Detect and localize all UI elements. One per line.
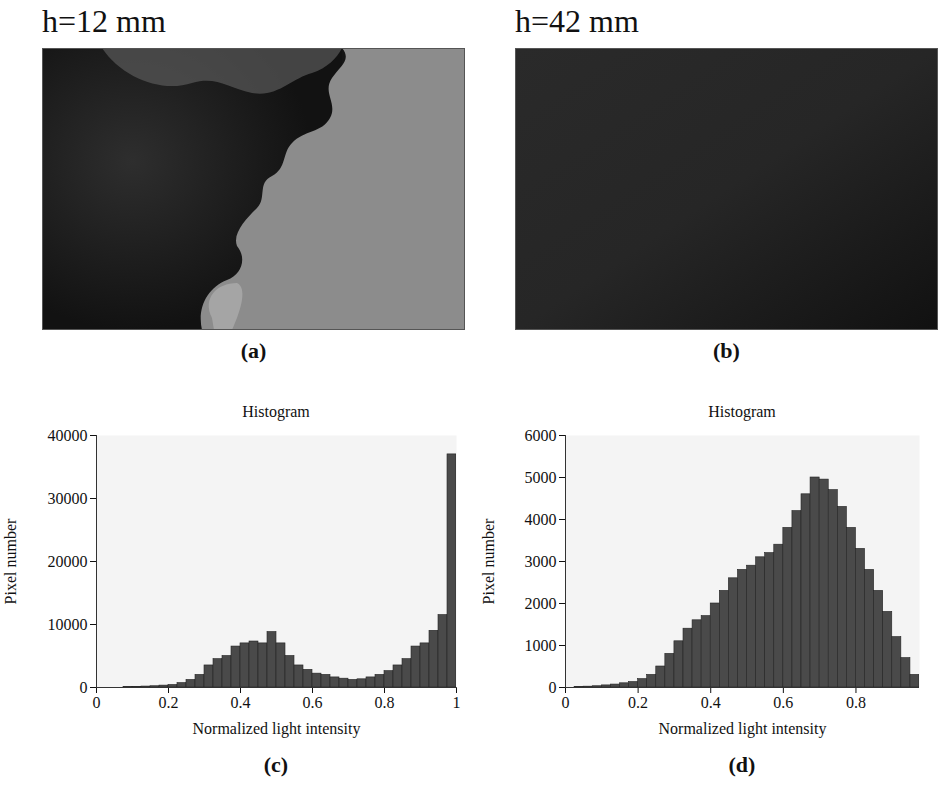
svg-text:0.8: 0.8	[846, 694, 866, 711]
html-text:Histogram: Histogram	[242, 403, 310, 420]
html-text:h=12 mm: h=12 mm	[42, 3, 166, 39]
svg-text:6000: 6000	[525, 427, 557, 444]
svg-text:1: 1	[453, 694, 461, 711]
svg-text:0: 0	[562, 694, 570, 711]
svg-text:2000: 2000	[525, 595, 557, 612]
html-text:h=42 mm: h=42 mm	[515, 3, 639, 39]
svg-text:4000: 4000	[525, 511, 557, 528]
svg-text:Normalized light intensity: Normalized light intensity	[193, 720, 361, 738]
svg-text:1000: 1000	[525, 637, 557, 654]
svg-text:0.2: 0.2	[628, 694, 648, 711]
html-text:Histogram: Histogram	[708, 403, 776, 420]
html-text:(d): (d)	[728, 752, 756, 777]
html-text:(a): (a)	[240, 338, 267, 363]
svg-text:0.2: 0.2	[159, 694, 179, 711]
svg-text:3000: 3000	[525, 553, 557, 570]
svg-text:0: 0	[549, 679, 557, 696]
svg-text:0: 0	[80, 679, 88, 696]
svg-text:Pixel number: Pixel number	[480, 518, 497, 604]
svg-text:0: 0	[93, 694, 101, 711]
svg-text:0.6: 0.6	[303, 694, 323, 711]
html-text:(c): (c)	[263, 752, 289, 777]
svg-text:0.4: 0.4	[231, 694, 251, 711]
svg-text:5000: 5000	[525, 469, 557, 486]
svg-text:Normalized light intensity: Normalized light intensity	[659, 720, 827, 738]
svg-text:20000: 20000	[48, 553, 88, 570]
svg-text:10000: 10000	[48, 616, 88, 633]
svg-text:0.4: 0.4	[701, 694, 721, 711]
svg-text:30000: 30000	[48, 490, 88, 507]
svg-text:Pixel number: Pixel number	[2, 518, 19, 604]
svg-text:0.8: 0.8	[375, 694, 395, 711]
svg-text:0.6: 0.6	[773, 694, 793, 711]
svg-text:40000: 40000	[48, 427, 88, 444]
html-text:(b): (b)	[713, 338, 740, 363]
